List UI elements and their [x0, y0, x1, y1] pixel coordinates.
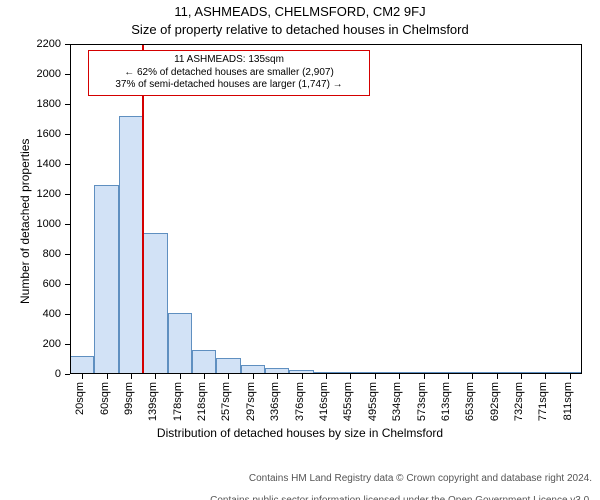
- y-tick-mark: [65, 254, 70, 255]
- x-tick-mark: [155, 374, 156, 379]
- y-tick-mark: [65, 44, 70, 45]
- x-tick-mark: [424, 374, 425, 379]
- footer-line-2: Contains public sector information licen…: [210, 495, 592, 500]
- x-tick-label: 732sqm: [513, 382, 525, 421]
- y-tick-label: 2000: [0, 68, 61, 80]
- histogram-bar: [143, 233, 167, 374]
- y-tick-label: 1800: [0, 98, 61, 110]
- y-tick-mark: [65, 134, 70, 135]
- histogram-bar: [168, 313, 192, 374]
- x-tick-label: 218sqm: [196, 382, 208, 421]
- x-tick-label: 653sqm: [464, 382, 476, 421]
- x-tick-label: 257sqm: [220, 382, 232, 421]
- histogram-bar: [119, 116, 143, 374]
- x-tick-label: 495sqm: [367, 382, 379, 421]
- histogram-bar: [94, 185, 118, 374]
- y-tick-mark: [65, 74, 70, 75]
- chart-container: 11, ASHMEADS, CHELMSFORD, CM2 9FJ Size o…: [0, 0, 600, 500]
- y-tick-mark: [65, 104, 70, 105]
- x-tick-label: 573sqm: [416, 382, 428, 421]
- x-tick-mark: [472, 374, 473, 379]
- x-tick-label: 692sqm: [489, 382, 501, 421]
- y-tick-mark: [65, 374, 70, 375]
- x-tick-label: 99sqm: [123, 382, 135, 415]
- x-tick-mark: [253, 374, 254, 379]
- x-tick-mark: [131, 374, 132, 379]
- x-tick-label: 534sqm: [391, 382, 403, 421]
- x-tick-label: 139sqm: [147, 382, 159, 421]
- chart-supertitle: 11, ASHMEADS, CHELMSFORD, CM2 9FJ: [0, 4, 600, 19]
- x-tick-mark: [82, 374, 83, 379]
- axis-left: [70, 44, 71, 374]
- y-tick-mark: [65, 224, 70, 225]
- histogram-bar: [192, 350, 216, 374]
- x-tick-mark: [545, 374, 546, 379]
- x-tick-label: 416sqm: [318, 382, 330, 421]
- y-tick-label: 1600: [0, 128, 61, 140]
- annotation-line-1: 11 ASHMEADS: 135sqm: [95, 54, 363, 67]
- x-tick-label: 376sqm: [294, 382, 306, 421]
- x-tick-label: 811sqm: [562, 382, 574, 420]
- x-tick-label: 60sqm: [99, 382, 111, 415]
- x-tick-mark: [350, 374, 351, 379]
- x-tick-mark: [521, 374, 522, 379]
- chart-title: Size of property relative to detached ho…: [0, 22, 600, 37]
- y-tick-mark: [65, 284, 70, 285]
- y-tick-label: 2200: [0, 38, 61, 50]
- x-tick-mark: [326, 374, 327, 379]
- x-tick-mark: [107, 374, 108, 379]
- x-tick-label: 297sqm: [245, 382, 257, 421]
- x-tick-mark: [204, 374, 205, 379]
- x-tick-mark: [399, 374, 400, 379]
- y-tick-label: 600: [0, 278, 61, 290]
- x-tick-mark: [277, 374, 278, 379]
- x-tick-mark: [448, 374, 449, 379]
- histogram-bar: [216, 358, 240, 374]
- y-tick-label: 0: [0, 368, 61, 380]
- y-tick-label: 400: [0, 308, 61, 320]
- y-tick-label: 200: [0, 338, 61, 350]
- x-tick-label: 613sqm: [440, 382, 452, 421]
- x-tick-mark: [302, 374, 303, 379]
- y-tick-mark: [65, 314, 70, 315]
- annotation-line-3: 37% of semi-detached houses are larger (…: [95, 79, 363, 92]
- axis-right: [581, 44, 582, 374]
- x-tick-label: 336sqm: [269, 382, 281, 421]
- x-tick-label: 178sqm: [172, 382, 184, 421]
- y-tick-label: 1400: [0, 158, 61, 170]
- x-tick-mark: [570, 374, 571, 379]
- x-tick-label: 771sqm: [537, 382, 549, 421]
- footer-attribution: Contains HM Land Registry data © Crown c…: [0, 462, 592, 500]
- x-tick-mark: [375, 374, 376, 379]
- x-axis-label: Distribution of detached houses by size …: [0, 426, 600, 440]
- y-tick-mark: [65, 344, 70, 345]
- y-tick-label: 1200: [0, 188, 61, 200]
- x-tick-label: 455sqm: [342, 382, 354, 421]
- y-tick-mark: [65, 194, 70, 195]
- x-tick-label: 20sqm: [74, 382, 86, 415]
- footer-line-1: Contains HM Land Registry data © Crown c…: [249, 473, 592, 484]
- axis-top: [70, 44, 582, 45]
- histogram-bar: [70, 356, 94, 374]
- x-tick-mark: [497, 374, 498, 379]
- y-tick-label: 1000: [0, 218, 61, 230]
- annotation-box: 11 ASHMEADS: 135sqm ← 62% of detached ho…: [88, 50, 370, 96]
- x-tick-mark: [228, 374, 229, 379]
- x-tick-mark: [180, 374, 181, 379]
- y-tick-label: 800: [0, 248, 61, 260]
- annotation-line-2: ← 62% of detached houses are smaller (2,…: [95, 67, 363, 80]
- y-tick-mark: [65, 164, 70, 165]
